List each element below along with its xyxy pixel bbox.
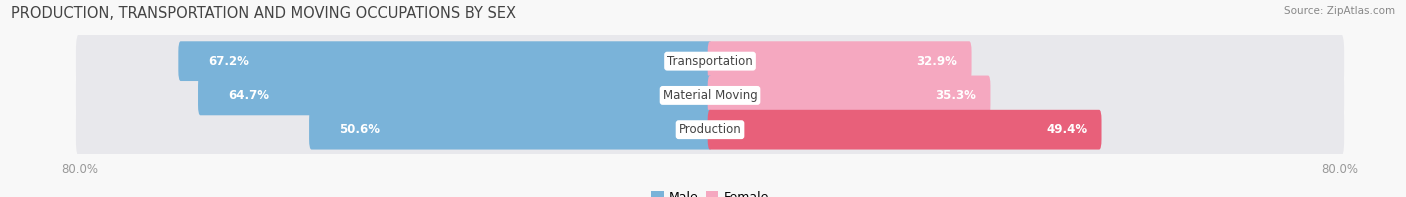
FancyBboxPatch shape (76, 68, 1344, 123)
FancyBboxPatch shape (76, 33, 1344, 89)
FancyBboxPatch shape (309, 110, 713, 150)
Text: Material Moving: Material Moving (662, 89, 758, 102)
FancyBboxPatch shape (707, 110, 1101, 150)
Text: Transportation: Transportation (668, 55, 752, 68)
Text: 50.6%: 50.6% (339, 123, 380, 136)
Text: Production: Production (679, 123, 741, 136)
FancyBboxPatch shape (198, 75, 713, 115)
FancyBboxPatch shape (76, 102, 1344, 157)
Text: 35.3%: 35.3% (935, 89, 976, 102)
Text: 64.7%: 64.7% (228, 89, 269, 102)
FancyBboxPatch shape (179, 41, 713, 81)
Text: 49.4%: 49.4% (1046, 123, 1087, 136)
Text: 67.2%: 67.2% (208, 55, 249, 68)
FancyBboxPatch shape (707, 41, 972, 81)
Legend: Male, Female: Male, Female (647, 186, 773, 197)
Text: PRODUCTION, TRANSPORTATION AND MOVING OCCUPATIONS BY SEX: PRODUCTION, TRANSPORTATION AND MOVING OC… (11, 6, 516, 21)
Text: Source: ZipAtlas.com: Source: ZipAtlas.com (1284, 6, 1395, 16)
FancyBboxPatch shape (707, 75, 990, 115)
Text: 32.9%: 32.9% (917, 55, 957, 68)
